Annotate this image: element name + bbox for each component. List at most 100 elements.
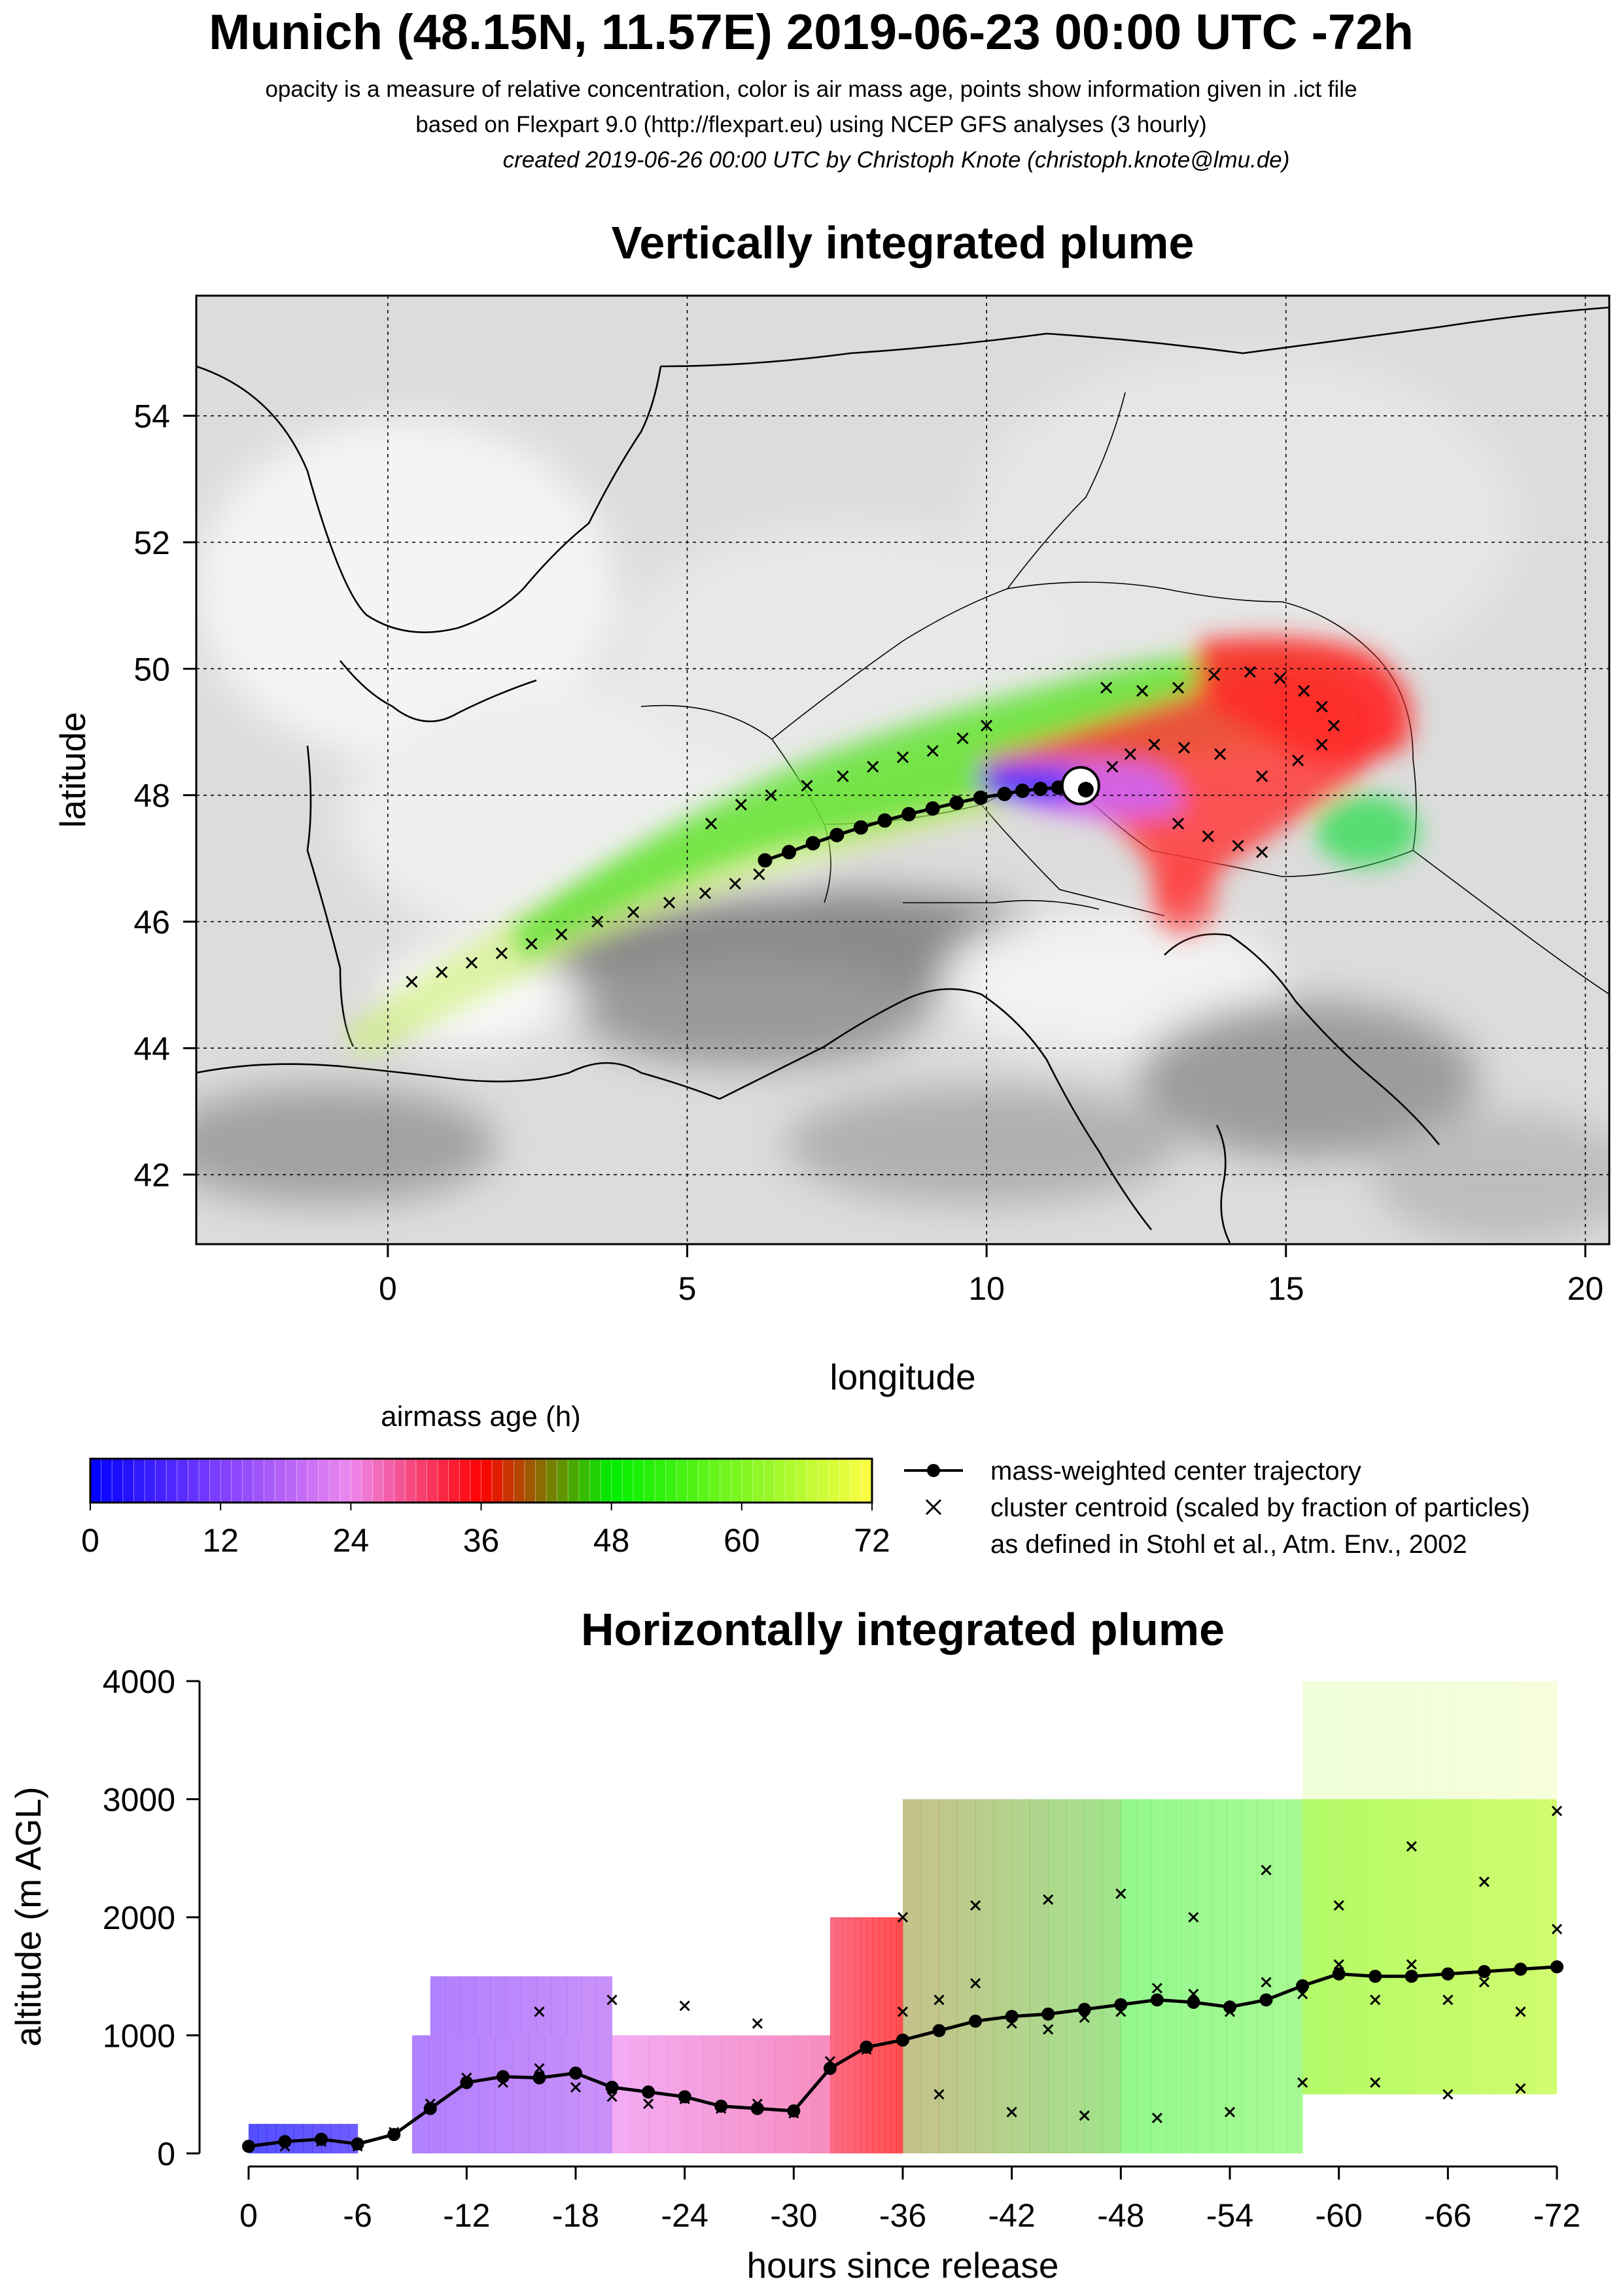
cluster-centroid-mark (1172, 682, 1185, 694)
cluster-centroid-mark (1316, 739, 1328, 751)
colorbar-cell (383, 1459, 395, 1503)
legend-entry-label: as defined in Stohl et al., Atm. Env., 2… (990, 1530, 1467, 1559)
cluster-altitude-mark (1188, 1989, 1199, 2000)
cluster-centroid-mark (956, 732, 969, 744)
colorbar-cell (470, 1459, 482, 1503)
colorbar-cell (253, 1459, 265, 1503)
profile-shading-cell (1535, 1799, 1557, 2095)
profile-shading-cell (1272, 1799, 1288, 2153)
profile-x-tick-label: -24 (661, 2197, 708, 2234)
cluster-altitude-mark (1079, 2110, 1090, 2121)
figure-title: Munich (48.15N, 11.57E) 2019-06-23 00:00… (209, 5, 1414, 60)
subtitle-line-3: created 2019-06-26 00:00 UTC by Christop… (503, 147, 1290, 173)
colorbar-tick-label: 12 (202, 1522, 239, 1559)
map-x-tick-label: 0 (379, 1270, 397, 1307)
colorbar-cell (220, 1459, 232, 1503)
cluster-altitude-mark (534, 2006, 545, 2017)
profile-shading-cell (430, 1976, 446, 2036)
profile-shading-cell (1472, 1799, 1494, 2095)
center-altitude-point (969, 2014, 983, 2028)
profile-x-tick-label: -6 (343, 2197, 372, 2234)
profile-shading-cell (521, 1976, 537, 2036)
profile-shading-cell (1429, 1681, 1452, 1800)
center-altitude-point (1296, 1979, 1310, 1992)
center-trajectory-point (805, 836, 820, 851)
colorbar-cell (709, 1459, 721, 1503)
colorbar-label: airmass age (h) (381, 1400, 581, 1433)
cluster-altitude-mark (461, 2072, 472, 2083)
profile-shading-cell (1242, 1799, 1258, 2153)
colorbar-cell (394, 1459, 406, 1503)
cluster-centroid-mark (1100, 682, 1113, 694)
colorbar-cell (188, 1459, 200, 1503)
cluster-altitude-mark (389, 2127, 400, 2138)
profile-shading-cell (294, 2123, 304, 2153)
profile-shading-cell (1181, 1799, 1197, 2153)
cluster-centroid-mark (1208, 669, 1220, 682)
profile-shading-cell (1323, 1799, 1346, 2095)
profile-shading-cell (842, 1917, 849, 2153)
cluster-altitude-mark (1261, 1977, 1272, 1988)
profile-shading-cell (1408, 1681, 1431, 1800)
map-grid (196, 296, 1609, 1244)
cluster-altitude-mark (1224, 2006, 1236, 2017)
profile-shading-cell (1387, 1799, 1409, 2095)
profile-shading-cell (562, 2035, 580, 2153)
colorbar-cell (502, 1459, 514, 1503)
profile-shading-cell (890, 1917, 898, 2153)
cluster-altitude-mark (970, 1900, 981, 1911)
cluster-altitude-mark (752, 2018, 763, 2029)
profile-shading-cell (597, 1976, 613, 2036)
profile-shading-cell (1450, 1681, 1473, 1800)
center-altitude-point (896, 2033, 909, 2047)
profile-x-tick-label: 0 (239, 2197, 258, 2234)
cluster-centroid-mark (495, 947, 508, 960)
colorbar-cell (275, 1459, 287, 1503)
colorbar-cell (644, 1459, 655, 1503)
cluster-centroid-mark (765, 789, 777, 801)
colorbar-cell (828, 1459, 840, 1503)
profile-shading-cell (903, 1799, 922, 2153)
colorbar-cell (133, 1459, 145, 1503)
colorbar-cell (655, 1459, 667, 1503)
cluster-centroid-mark (1106, 761, 1119, 773)
colorbar-cell (340, 1459, 351, 1503)
cluster-altitude-mark (1442, 2089, 1454, 2100)
profile-shading-cell (330, 2123, 340, 2153)
cluster-centroid-mark (699, 887, 712, 899)
profile-shading-cell (866, 1917, 873, 2153)
map-x-tick-label: 20 (1567, 1270, 1604, 1307)
cluster-altitude-mark (1188, 1911, 1199, 1923)
cluster-altitude-mark (897, 2006, 909, 2017)
colorbar-cell (372, 1459, 384, 1503)
center-trajectory-point (925, 801, 940, 816)
center-altitude-point (714, 2099, 728, 2113)
profile-shading-cell (957, 1799, 976, 2153)
center-altitude-point (1514, 1962, 1527, 1976)
cluster-altitude-mark (1151, 1983, 1162, 1994)
center-altitude-point (351, 2137, 364, 2151)
cluster-centroid-mark (591, 915, 604, 928)
profile-y-tick-label: 4000 (103, 1663, 175, 1700)
cluster-centroid-mark (981, 720, 993, 732)
cluster-altitude-mark (279, 2141, 290, 2152)
profile-shading-cell (920, 1799, 940, 2153)
cluster-altitude-mark (1261, 1864, 1272, 1875)
profile-shading-cell (1048, 1799, 1067, 2153)
cluster-altitude-mark (352, 2141, 363, 2152)
subtitle-line-2: based on Flexpart 9.0 (http://flexpart.e… (415, 112, 1206, 137)
cluster-altitude-mark (1406, 1959, 1417, 1970)
cluster-altitude-mark (534, 2062, 545, 2074)
map-x-tick-label: 5 (678, 1270, 697, 1307)
colorbar-cell (122, 1459, 134, 1503)
profile-shading-cell (1102, 1799, 1121, 2153)
colorbar-cell (112, 1459, 124, 1503)
cluster-altitude-mark (606, 1994, 618, 2006)
cluster-centroid-mark (729, 877, 741, 890)
cluster-altitude-mark (570, 2081, 582, 2093)
profile-shading-cell (884, 1917, 891, 2153)
colorbar-cell (687, 1459, 699, 1503)
cluster-centroid-mark (1214, 748, 1227, 760)
cluster-centroid-mark (1256, 846, 1268, 858)
cluster-centroid-mark (1172, 818, 1185, 830)
